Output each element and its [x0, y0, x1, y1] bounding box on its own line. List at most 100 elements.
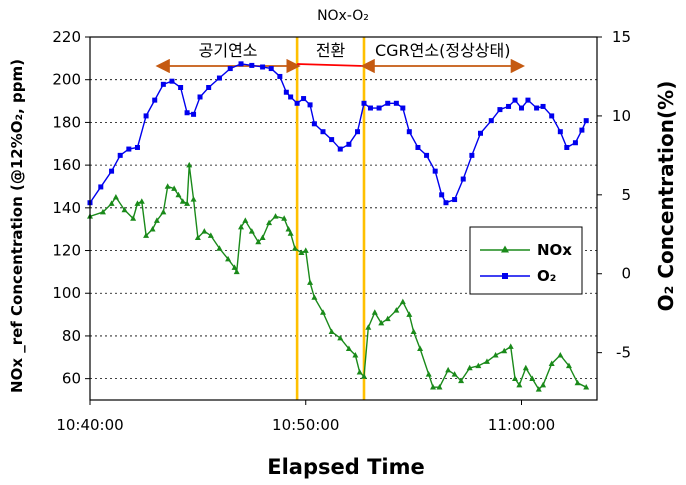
data-point-0-49 [371, 309, 378, 315]
y2-tick-label-1: 0 [621, 265, 631, 283]
data-point-1-7 [152, 97, 158, 103]
data-point-0-37 [298, 249, 305, 255]
data-point-1-60 [572, 140, 578, 146]
plot-frame [89, 36, 598, 401]
data-point-1-24 [294, 100, 300, 106]
y-tick-label-0: 60 [62, 370, 81, 388]
y-axis-label: NOx _ref Concentration (@12%O₂, ppm) [8, 59, 26, 393]
y-tick-label-8: 220 [52, 28, 81, 46]
data-point-0-62 [458, 377, 465, 384]
legend-nox-label: NOx [537, 241, 572, 259]
data-point-1-48 [477, 130, 483, 136]
y-tick-label-7: 200 [52, 71, 81, 89]
data-point-1-8 [160, 81, 166, 87]
data-point-0-5 [130, 215, 137, 221]
y-tick-label-2: 100 [52, 284, 81, 302]
data-point-1-43 [439, 192, 445, 198]
data-point-0-23 [225, 255, 232, 262]
chart-title: NOx-O₂ [317, 8, 369, 24]
data-point-1-62 [583, 118, 589, 124]
data-point-0-26 [238, 223, 245, 230]
phase-label-1: 전환 [316, 41, 346, 60]
data-point-1-41 [424, 152, 430, 158]
data-point-1-3 [117, 152, 123, 158]
data-point-0-47 [360, 373, 367, 379]
data-point-0-11 [160, 208, 167, 215]
data-point-0-10 [153, 217, 160, 223]
y-tick-label-4: 140 [52, 199, 81, 217]
data-point-0-42 [328, 328, 335, 334]
data-point-1-5 [134, 144, 140, 150]
data-point-1-28 [320, 129, 326, 135]
data-point-0-24 [231, 264, 238, 270]
data-point-0-40 [311, 294, 318, 300]
data-point-1-45 [452, 197, 458, 203]
data-point-1-11 [184, 110, 190, 116]
data-point-1-20 [268, 66, 274, 72]
phase-label-0: 공기연소 [199, 41, 258, 60]
data-point-0-1 [99, 208, 106, 215]
data-point-0-43 [337, 334, 344, 341]
data-point-0-9 [149, 225, 156, 232]
data-point-1-9 [169, 78, 175, 84]
data-point-0-63 [466, 364, 473, 371]
series-O₂ [87, 61, 589, 206]
data-point-0-73 [535, 386, 542, 392]
data-point-0-58 [430, 383, 437, 390]
data-point-1-1 [98, 184, 104, 190]
data-point-0-76 [557, 351, 564, 358]
legend-o2-marker [502, 273, 508, 279]
data-point-1-6 [143, 113, 149, 119]
data-point-1-26 [307, 102, 313, 108]
data-point-1-46 [460, 176, 466, 182]
data-point-0-71 [522, 364, 529, 371]
data-point-0-22 [216, 245, 223, 251]
y2-tick-label-4: 15 [612, 28, 631, 46]
data-point-1-58 [557, 129, 563, 135]
phase-label-2: CGR연소(정상상태) [375, 41, 511, 60]
data-point-1-50 [497, 107, 503, 113]
data-point-1-32 [355, 129, 361, 135]
data-point-1-61 [579, 127, 585, 133]
data-point-0-18 [190, 196, 197, 202]
y-tick-label-5: 160 [52, 156, 81, 174]
data-point-0-64 [475, 362, 482, 369]
data-point-1-37 [393, 100, 399, 106]
legend-o2-label: O₂ [537, 267, 556, 285]
legend-box [469, 226, 583, 295]
data-point-1-56 [540, 103, 546, 109]
x-axis-label: Elapsed Time [267, 455, 424, 479]
data-point-0-30 [259, 234, 266, 241]
data-point-0-2 [108, 200, 115, 206]
y2-tick-label-0: -5 [616, 344, 631, 362]
data-point-0-7 [138, 198, 145, 204]
data-point-1-39 [406, 129, 412, 135]
data-point-0-39 [307, 279, 314, 285]
data-point-0-12 [164, 183, 171, 189]
data-point-1-34 [367, 105, 373, 111]
y2-axis-label: O₂ Concentration(%) [654, 81, 678, 312]
data-point-0-14 [175, 191, 182, 198]
data-point-0-16 [184, 200, 191, 206]
data-point-1-2 [109, 168, 115, 174]
data-point-0-19 [194, 234, 201, 241]
data-point-0-15 [179, 198, 186, 204]
y-tick-label-6: 180 [52, 113, 81, 131]
data-point-1-17 [238, 61, 244, 67]
data-point-0-28 [248, 228, 255, 234]
data-point-1-12 [191, 111, 197, 117]
data-point-0-13 [171, 185, 178, 191]
data-point-1-35 [376, 105, 382, 111]
data-point-0-41 [320, 309, 327, 315]
data-point-0-45 [352, 351, 359, 358]
data-point-1-13 [197, 94, 203, 100]
data-point-0-52 [393, 307, 400, 313]
data-point-0-20 [201, 228, 208, 234]
data-point-1-30 [337, 146, 343, 152]
data-point-1-49 [488, 118, 494, 124]
legend: NOx O₂ [469, 226, 583, 295]
data-point-0-77 [565, 362, 572, 369]
data-point-1-18 [249, 62, 255, 68]
data-point-1-54 [525, 97, 531, 103]
data-point-0-60 [445, 366, 452, 373]
